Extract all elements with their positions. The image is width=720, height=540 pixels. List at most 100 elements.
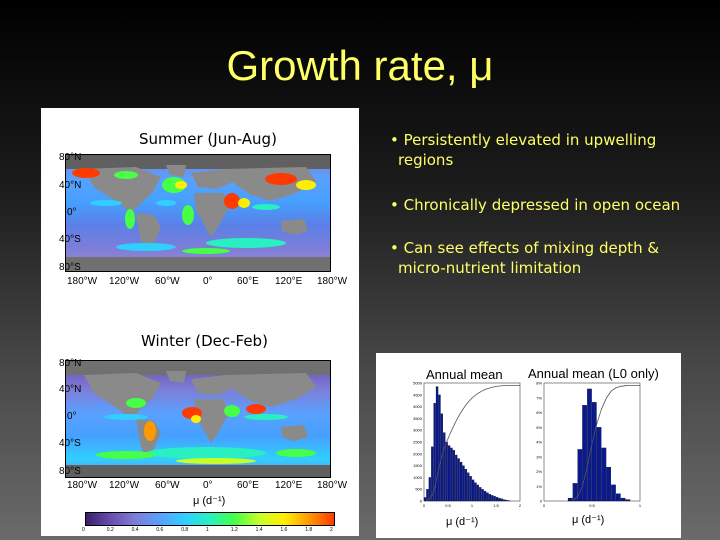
hist-right-ytick-label: 0 [540,499,543,504]
hist-right-xtick-label: 1 [639,503,642,508]
hist-right-bar [611,484,616,502]
hist-left-ytick-label: 4000 [413,404,423,409]
hist-right-ytick-label: 4% [536,440,542,445]
hist-left-bar [495,497,499,502]
hist-right-bar [587,388,592,502]
hist-right-bar [615,493,621,502]
map-figure-panel: Summer (Jun-Aug) [41,108,359,536]
hist-right-ytick-label: 6% [536,410,542,415]
hist-right-ytick-label: 7% [536,395,542,400]
summer-lat-tick: 80°N [59,152,82,163]
hist-left-bar [467,472,470,502]
hist-left-bar [476,484,480,502]
summer-lon-tick: 120°E [275,276,303,287]
hist-left-cumulative-line [426,385,520,501]
hist-left-ytick-label: 500 [415,487,422,492]
summer-lon-tick: 60°E [237,276,259,287]
hist-right-bar [620,497,626,502]
hist-right-ytick-label: 1% [536,484,542,489]
winter-map [65,360,331,478]
bullet-mixing-depth: • Can see effects of mixing depth & micr… [390,238,659,278]
hist-left-bar [462,465,465,502]
winter-map-graphic [66,361,330,477]
hist-right-cumulative-line [572,385,640,501]
colorbar-tick: 2 [330,527,333,533]
hist-right-bar [601,447,607,502]
colorbar-tick: 1 [206,527,209,533]
bullet-upwelling-line2: regions [398,151,454,169]
winter-lon-tick: 0° [203,480,213,491]
summer-lat-tick: 0° [67,207,77,218]
hist-left-bar [503,499,506,502]
winter-lon-tick: 180°W [317,480,348,491]
hist-left-xtick-label: 2 [519,503,522,508]
hist-right-xlabel: μ (d⁻¹) [572,514,605,526]
hist-left-xtick-label: 0.5 [445,503,451,508]
summer-lon-tick: 180°W [317,276,348,287]
hist-right-ytick-label: 3% [536,454,542,459]
hist-left-bar [457,458,460,502]
bullet-open-ocean: • Chronically depressed in open ocean [390,195,680,215]
hist-left-xlabel: μ (d⁻¹) [446,516,479,528]
hist-left-bar [483,490,487,502]
winter-lat-tick: 40°S [59,438,81,449]
colorbar-tick: 0.2 [106,527,114,533]
winter-lon-tick: 60°E [237,480,259,491]
bullet-mixing-depth-line2: micro-nutrient limitation [398,259,582,277]
slide-title: Growth rate, μ [226,42,494,89]
hist-right-bar [567,497,573,502]
summer-lat-tick: 40°N [59,180,82,191]
hist-left-ytick-label: 3000 [413,428,423,433]
winter-lon-tick: 180°W [67,480,98,491]
winter-lat-tick: 40°N [59,384,82,395]
colorbar-tick: 1.4 [255,527,263,533]
colorbar-tick: 1.2 [230,527,238,533]
hist-left-bar [491,495,494,502]
summer-lon-tick: 180°W [67,276,98,287]
hist-right-xtick-label: 0.5 [589,503,595,508]
hist-left-bar [438,394,441,502]
hist-left-bar [423,497,427,502]
colorbar-tick: 0.6 [156,527,164,533]
colorbar-tick: 0.4 [131,527,139,533]
hist-left-ytick-label: 2500 [413,440,423,445]
hist-left-bar [488,494,492,502]
hist-right-bar [606,466,611,502]
hist-left-bar [431,446,434,502]
bullet-upwelling-line1: • Persistently elevated in upwelling [390,131,657,149]
hist-right-ytick-label: 8% [536,381,542,386]
hist-right-xtick-label: 0 [543,503,546,508]
hist-left-bar [481,489,484,502]
hist-left-xtick-label: 1.5 [493,503,499,508]
summer-lon-tick: 60°W [155,276,180,287]
hist-right-bar [596,427,602,502]
hist-left-ytick-label: 0 [420,499,423,504]
hist-left-bar [452,450,456,502]
summer-map-graphic [66,155,330,271]
hist-right-bar [625,499,631,502]
hist-right-bar [591,402,597,502]
bullet-open-ocean-line1: • Chronically depressed in open ocean [390,196,681,214]
hist-left-xtick-label: 1 [471,503,474,508]
hist-left-bar [455,454,458,502]
summer-lat-tick: 40°S [59,234,81,245]
hist-right-bar [572,483,578,502]
hist-left-bar [493,496,496,502]
hist-left-bar [464,469,468,502]
hist-left-bar [469,476,472,502]
hist-left-bar [447,445,451,502]
hist-left-xtick-label: 0 [423,503,426,508]
histogram-chart: 5000450040003500300025002000150010005000… [413,381,642,509]
hist-left-ytick-label: 4500 [413,392,423,397]
colorbar-tick: 0.8 [181,527,189,533]
hist-left-ytick-label: 1500 [413,463,423,468]
hist-left-bar [479,487,482,502]
summer-lat-tick: 80°S [59,262,81,273]
hist-left-bar [500,498,504,502]
histogram-panel: Annual mean Annual mean (L0 only) 5000 45… [376,353,681,538]
hist-left-bar [443,432,446,502]
hist-left-bar [450,447,453,502]
summer-lon-tick: 0° [203,276,213,287]
hist-left-bar [445,441,448,502]
hist-left-bar [486,492,489,502]
